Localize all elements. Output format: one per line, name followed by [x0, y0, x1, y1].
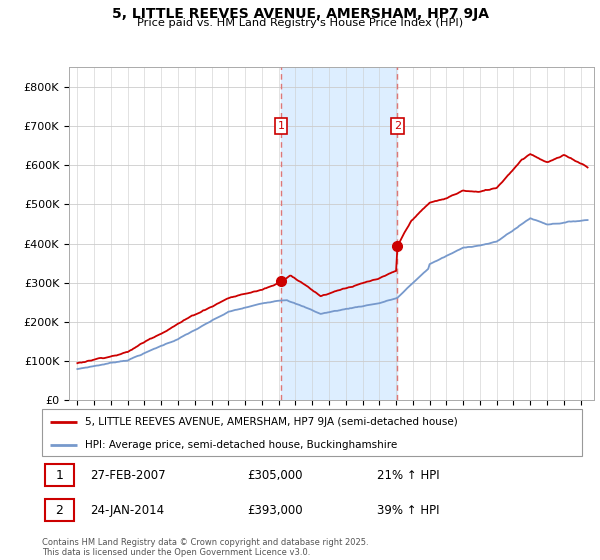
Text: 2: 2 [394, 121, 401, 131]
Text: 1: 1 [278, 121, 284, 131]
FancyBboxPatch shape [42, 409, 582, 456]
Text: Contains HM Land Registry data © Crown copyright and database right 2025.
This d: Contains HM Land Registry data © Crown c… [42, 538, 368, 557]
Text: HPI: Average price, semi-detached house, Buckinghamshire: HPI: Average price, semi-detached house,… [85, 440, 397, 450]
Text: Price paid vs. HM Land Registry's House Price Index (HPI): Price paid vs. HM Land Registry's House … [137, 18, 463, 29]
Text: £305,000: £305,000 [247, 469, 303, 482]
Text: 1: 1 [56, 469, 64, 482]
FancyBboxPatch shape [45, 500, 74, 521]
FancyBboxPatch shape [45, 464, 74, 486]
Bar [281, 67, 397, 400]
Text: 39% ↑ HPI: 39% ↑ HPI [377, 504, 439, 517]
Text: 2: 2 [56, 504, 64, 517]
Text: 24-JAN-2014: 24-JAN-2014 [91, 504, 165, 517]
Text: 27-FEB-2007: 27-FEB-2007 [91, 469, 166, 482]
Text: £393,000: £393,000 [247, 504, 303, 517]
Text: 5, LITTLE REEVES AVENUE, AMERSHAM, HP7 9JA: 5, LITTLE REEVES AVENUE, AMERSHAM, HP7 9… [112, 7, 488, 21]
Text: 21% ↑ HPI: 21% ↑ HPI [377, 469, 439, 482]
Text: 5, LITTLE REEVES AVENUE, AMERSHAM, HP7 9JA (semi-detached house): 5, LITTLE REEVES AVENUE, AMERSHAM, HP7 9… [85, 417, 458, 427]
